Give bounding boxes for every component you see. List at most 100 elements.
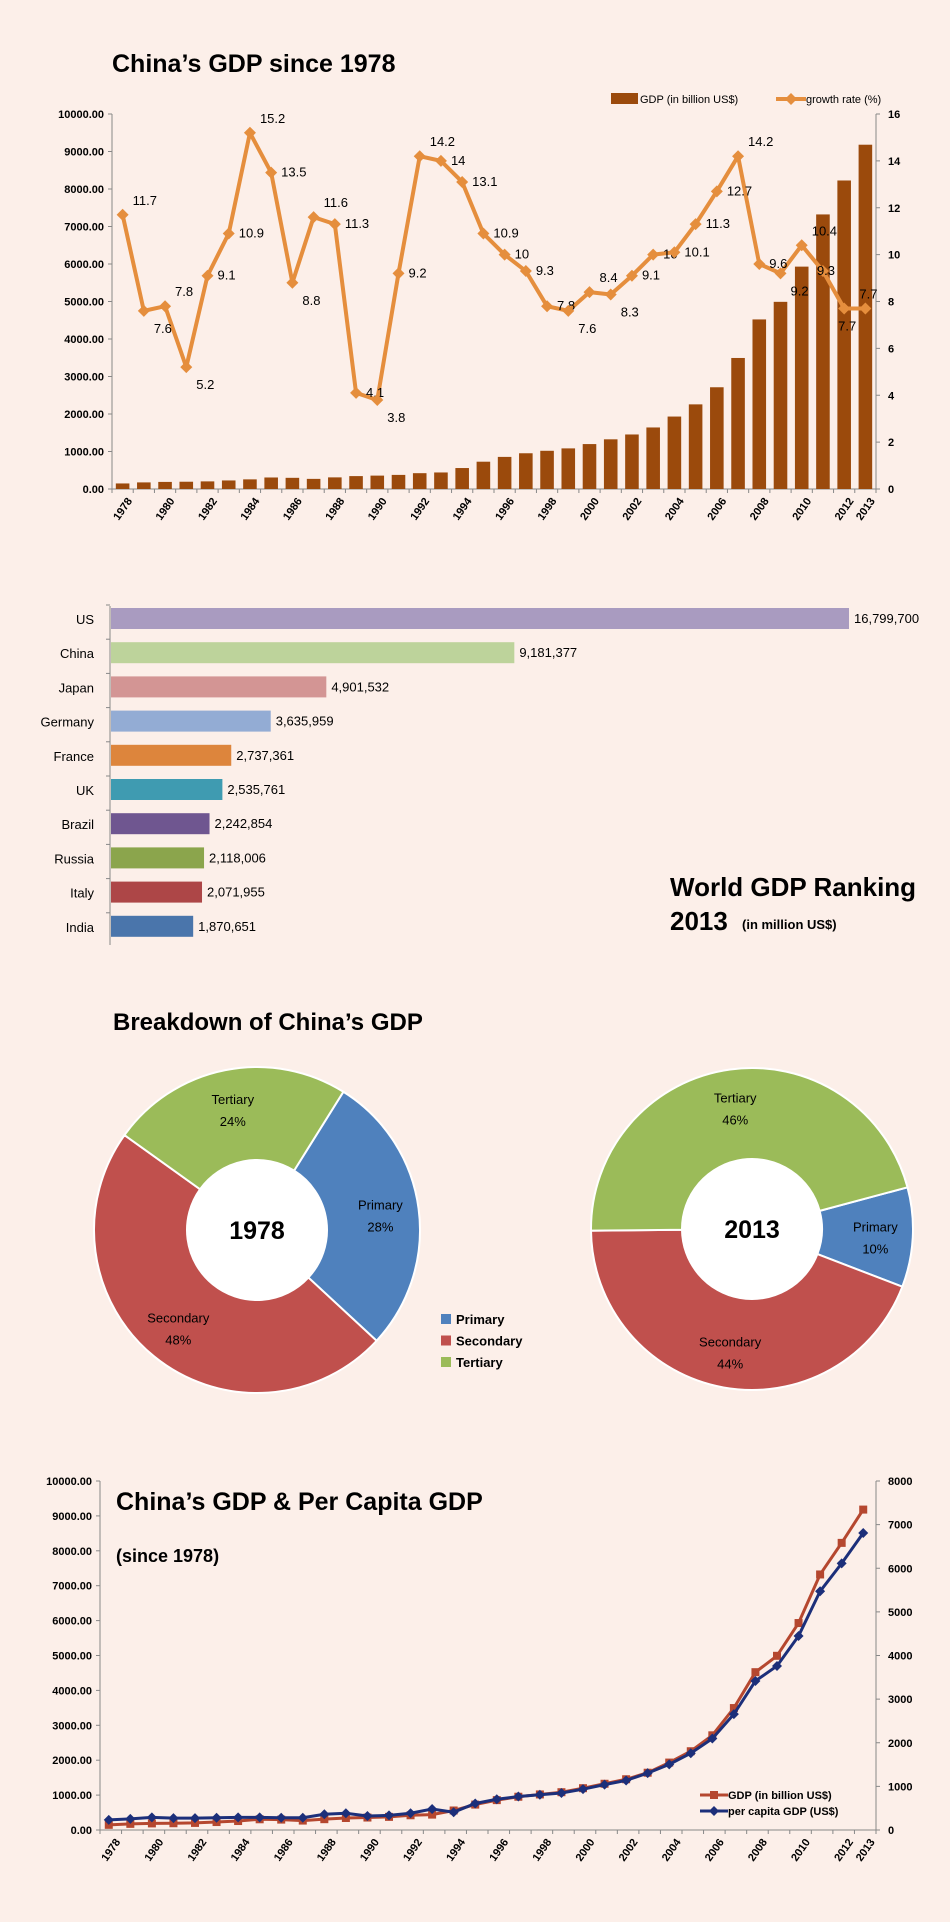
- growth-rate-marker: [774, 267, 787, 280]
- country-label: Italy: [70, 886, 94, 901]
- per-capita-marker: [534, 1789, 545, 1800]
- y-tick-label-right: 16: [888, 109, 900, 121]
- growth-rate-marker: [371, 393, 384, 406]
- growth-rate-label: 11.3: [706, 216, 730, 231]
- growth-rate-marker: [689, 218, 702, 231]
- growth-rate-marker: [222, 227, 235, 240]
- gdp-bar: [773, 301, 788, 489]
- per-capita-marker: [470, 1798, 481, 1809]
- slice-percent-label: 46%: [722, 1113, 748, 1128]
- y-tick-label-right: 4: [888, 390, 895, 402]
- per-capita-marker: [297, 1812, 308, 1823]
- growth-rate-label: 4.1: [366, 385, 384, 400]
- per-capita-marker: [621, 1775, 632, 1786]
- x-tick-label: 2004: [663, 495, 687, 523]
- country-label: Brazil: [61, 817, 94, 832]
- y-tick-label-left: 2000.00: [64, 409, 104, 421]
- x-tick-label: 1990: [358, 1837, 382, 1864]
- slice-percent-label: 10%: [862, 1241, 888, 1256]
- gdp-bar: [646, 427, 660, 489]
- growth-rate-label: 7.6: [578, 321, 596, 336]
- slice-name-label: Secondary: [699, 1335, 762, 1350]
- value-label: 16,799,700: [854, 611, 919, 626]
- growth-rate-label: 11.7: [133, 193, 157, 208]
- gdp-bar: [794, 266, 809, 489]
- gdp-bar: [667, 416, 682, 489]
- gdp-marker: [816, 1570, 825, 1579]
- x-tick-label: 2008: [746, 1837, 770, 1864]
- y-tick-label-right: 1000: [888, 1781, 912, 1793]
- gdp-growth-chart: 0.00 1000.00 2000.00 3000.00 4000.00 5000.00 6…: [58, 93, 901, 523]
- growth-rate-label: 14.2: [748, 134, 773, 149]
- growth-rate-marker: [180, 361, 193, 374]
- y-tick-label-right: 3000: [888, 1694, 912, 1706]
- slice-percent-label: 28%: [367, 1220, 393, 1235]
- growth-rate-label: 14.2: [430, 134, 455, 149]
- growth-rate-marker: [583, 286, 596, 299]
- y-tick-label-left: 6000.00: [64, 259, 104, 271]
- country-label: France: [54, 749, 94, 764]
- gdp-bar: [221, 480, 236, 489]
- growth-rate-marker: [668, 246, 681, 259]
- per-capita-marker: [384, 1810, 394, 1821]
- x-tick-label: 1992: [408, 496, 432, 523]
- gdp-marker: [794, 1619, 803, 1628]
- gdp-bar-brazil: [111, 813, 210, 835]
- gdp-bar: [434, 472, 448, 489]
- country-label: India: [66, 920, 95, 935]
- gdp-marker: [729, 1704, 738, 1713]
- growth-rate-label: 15.2: [260, 111, 285, 126]
- per-capita-marker: [254, 1812, 265, 1823]
- gdp-bar: [837, 180, 851, 490]
- per-capita-marker: [146, 1812, 157, 1823]
- y-tick-label-right: 4000: [888, 1651, 912, 1663]
- per-capita-marker: [685, 1748, 696, 1759]
- x-tick-label: 1986: [272, 1837, 296, 1864]
- growth-rate-line: [120, 130, 866, 402]
- growth-rate-label: 12.7: [727, 183, 752, 198]
- per-capita-marker: [772, 1660, 782, 1671]
- growth-rate-marker: [710, 185, 723, 198]
- y-tick-label-left: 5000.00: [64, 297, 104, 309]
- y-tick-label-left: 0.00: [71, 1825, 92, 1837]
- x-tick-label: 1996: [493, 496, 517, 523]
- value-label: 9,181,377: [519, 645, 577, 660]
- gdp-line: [108, 1508, 865, 1827]
- y-tick-label-right: 0: [888, 1825, 894, 1837]
- x-tick-label: 2013: [854, 1837, 878, 1864]
- per-capita-line: [108, 1532, 865, 1822]
- value-label: 2,071,955: [207, 885, 265, 900]
- donut-center-year: 1978: [229, 1217, 285, 1245]
- x-tick-label: 1982: [196, 496, 220, 523]
- legend-label-primary: Primary: [456, 1312, 505, 1327]
- growth-rate-marker: [116, 208, 129, 221]
- per-capita-marker: [233, 1812, 244, 1823]
- y-tick-label-left: 8000.00: [52, 1546, 92, 1558]
- y-tick-label-left: 4000.00: [52, 1685, 92, 1697]
- value-label: 2,737,361: [236, 748, 294, 763]
- per-capita-marker: [858, 1528, 869, 1539]
- x-tick-label: 1978: [111, 496, 135, 523]
- country-label: Japan: [59, 680, 94, 695]
- growth-rate-marker: [328, 218, 341, 231]
- growth-rate-label: 3.8: [387, 410, 405, 425]
- donut-hole: [187, 1160, 327, 1300]
- per-capita-marker: [556, 1788, 567, 1799]
- chart1-title: China’s GDP since 1978: [112, 50, 396, 78]
- country-label: China: [60, 646, 95, 661]
- growth-rate-label: 11.3: [345, 216, 369, 231]
- growth-rate-marker: [562, 304, 575, 317]
- y-tick-label-right: 12: [888, 203, 900, 215]
- y-tick-label-right: 14: [888, 156, 901, 168]
- growth-rate-label: 10.9: [239, 226, 264, 241]
- country-label: Germany: [41, 715, 95, 730]
- growth-rate-label: 8.3: [621, 304, 639, 319]
- per-capita-marker: [211, 1812, 222, 1823]
- gdp-bar: [519, 453, 533, 489]
- per-capita-marker: [707, 1733, 718, 1744]
- growth-rate-label: 7.7: [859, 287, 877, 302]
- growth-rate-label: 10.1: [684, 244, 709, 259]
- x-tick-label: 1984: [229, 1836, 253, 1864]
- x-tick-label: 1994: [444, 1836, 468, 1864]
- gdp-bar: [561, 448, 576, 489]
